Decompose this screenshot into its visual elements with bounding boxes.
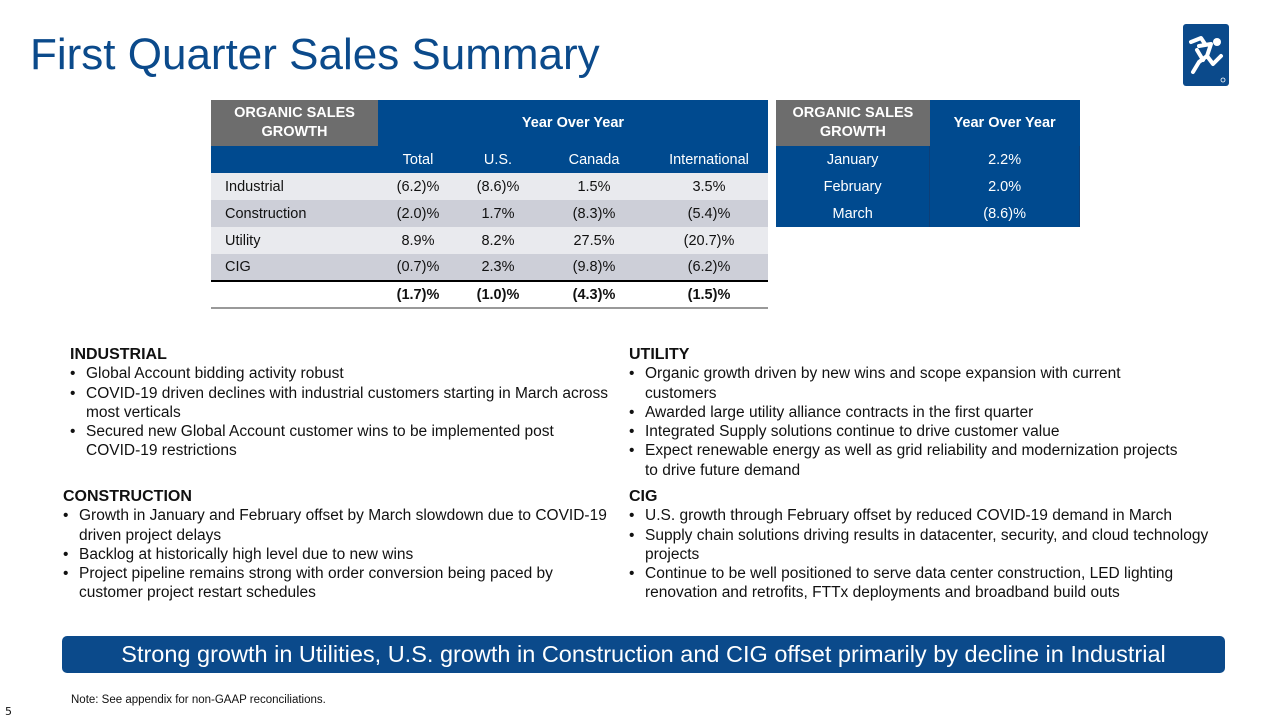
cell: (9.8)%	[538, 254, 650, 281]
cell: 8.9%	[378, 227, 458, 254]
cig-section: CIG U.S. growth through February offset …	[629, 487, 1229, 603]
group-header: Year Over Year	[378, 100, 768, 146]
table-row: Utility 8.9% 8.2% 27.5% (20.7)%	[211, 227, 768, 254]
bullet: Secured new Global Account customer wins…	[70, 422, 610, 461]
column-header: Total	[378, 146, 458, 173]
bullet: Continue to be well positioned to serve …	[629, 564, 1229, 603]
total-cell: (1.5)%	[650, 280, 768, 309]
cell: 3.5%	[650, 173, 768, 200]
column-header: Year Over Year	[929, 100, 1080, 146]
column-header: International	[650, 146, 768, 173]
table-row: CIG (0.7)% 2.3% (9.8)% (6.2)%	[211, 254, 768, 281]
bullet: U.S. growth through February offset by r…	[629, 506, 1229, 526]
column-header-row: Total U.S. Canada International	[211, 146, 768, 173]
section-title: INDUSTRIAL	[70, 346, 167, 363]
table-row: Construction (2.0)% 1.7% (8.3)% (5.4)%	[211, 200, 768, 227]
bullet: Backlog at historically high level due t…	[63, 545, 608, 565]
cell: (2.0)%	[378, 200, 458, 227]
summary-banner: Strong growth in Utilities, U.S. growth …	[62, 636, 1225, 673]
bullet: Project pipeline remains strong with ord…	[63, 564, 608, 603]
month-label: March	[776, 200, 931, 227]
month-label: February	[776, 173, 931, 200]
running-man-logo-icon	[1183, 24, 1229, 86]
month-label: January	[776, 146, 931, 173]
table-row: March (8.6)%	[776, 200, 1080, 227]
bullet: Integrated Supply solutions continue to …	[629, 422, 1189, 442]
bullet: Awarded large utility alliance contracts…	[629, 403, 1189, 423]
bullet: Global Account bidding activity robust	[70, 364, 610, 384]
row-label: CIG	[211, 254, 378, 281]
cell: (20.7)%	[650, 227, 768, 254]
bullet: COVID-19 driven declines with industrial…	[70, 384, 610, 423]
cell: 1.7%	[458, 200, 538, 227]
row-label: Industrial	[211, 173, 378, 200]
bullet: Organic growth driven by new wins and sc…	[629, 364, 1189, 403]
row-label: Construction	[211, 200, 378, 227]
column-header: Canada	[538, 146, 650, 173]
table-row: February 2.0%	[776, 173, 1080, 200]
cell: (8.6)%	[458, 173, 538, 200]
page-title: First Quarter Sales Summary	[30, 30, 600, 79]
page-number: 5	[5, 705, 12, 718]
utility-section: UTILITY Organic growth driven by new win…	[629, 345, 1189, 480]
table-row: January 2.2%	[776, 146, 1080, 173]
cell: (8.6)%	[929, 200, 1080, 227]
footnote: Note: See appendix for non-GAAP reconcil…	[71, 694, 326, 706]
cell: (0.7)%	[378, 254, 458, 281]
table-row: Industrial (6.2)% (8.6)% 1.5% 3.5%	[211, 173, 768, 200]
organic-sales-yoy-table: ORGANIC SALES GROWTH Year Over Year Total…	[211, 100, 768, 309]
construction-section: CONSTRUCTION Growth in January and Febru…	[63, 487, 608, 603]
cell: (6.2)%	[378, 173, 458, 200]
section-title: CIG	[629, 488, 658, 505]
bullet: Supply chain solutions driving results i…	[629, 526, 1229, 565]
table-corner-header: ORGANIC SALES GROWTH	[211, 100, 378, 146]
industrial-section: INDUSTRIAL Global Account bidding activi…	[70, 345, 610, 461]
row-label: Utility	[211, 227, 378, 254]
cell: 2.3%	[458, 254, 538, 281]
cell: (5.4)%	[650, 200, 768, 227]
table-corner-header: ORGANIC SALES GROWTH	[776, 100, 930, 146]
total-cell: (4.3)%	[538, 280, 650, 309]
cell: (8.3)%	[538, 200, 650, 227]
cell: 2.2%	[929, 146, 1080, 173]
cell: 2.0%	[929, 173, 1080, 200]
section-title: CONSTRUCTION	[63, 488, 192, 505]
cell: 8.2%	[458, 227, 538, 254]
total-row: (1.7)% (1.0)% (4.3)% (1.5)%	[211, 280, 768, 309]
bullet: Growth in January and February offset by…	[63, 506, 608, 545]
cell: 27.5%	[538, 227, 650, 254]
column-header: U.S.	[458, 146, 538, 173]
total-cell: (1.7)%	[378, 280, 458, 309]
section-title: UTILITY	[629, 346, 690, 363]
cell: (6.2)%	[650, 254, 768, 281]
bullet: Expect renewable energy as well as grid …	[629, 441, 1189, 480]
monthly-organic-sales-table: ORGANIC SALES GROWTH Year Over Year Janua…	[776, 100, 1080, 227]
cell: 1.5%	[538, 173, 650, 200]
total-cell: (1.0)%	[458, 280, 538, 309]
